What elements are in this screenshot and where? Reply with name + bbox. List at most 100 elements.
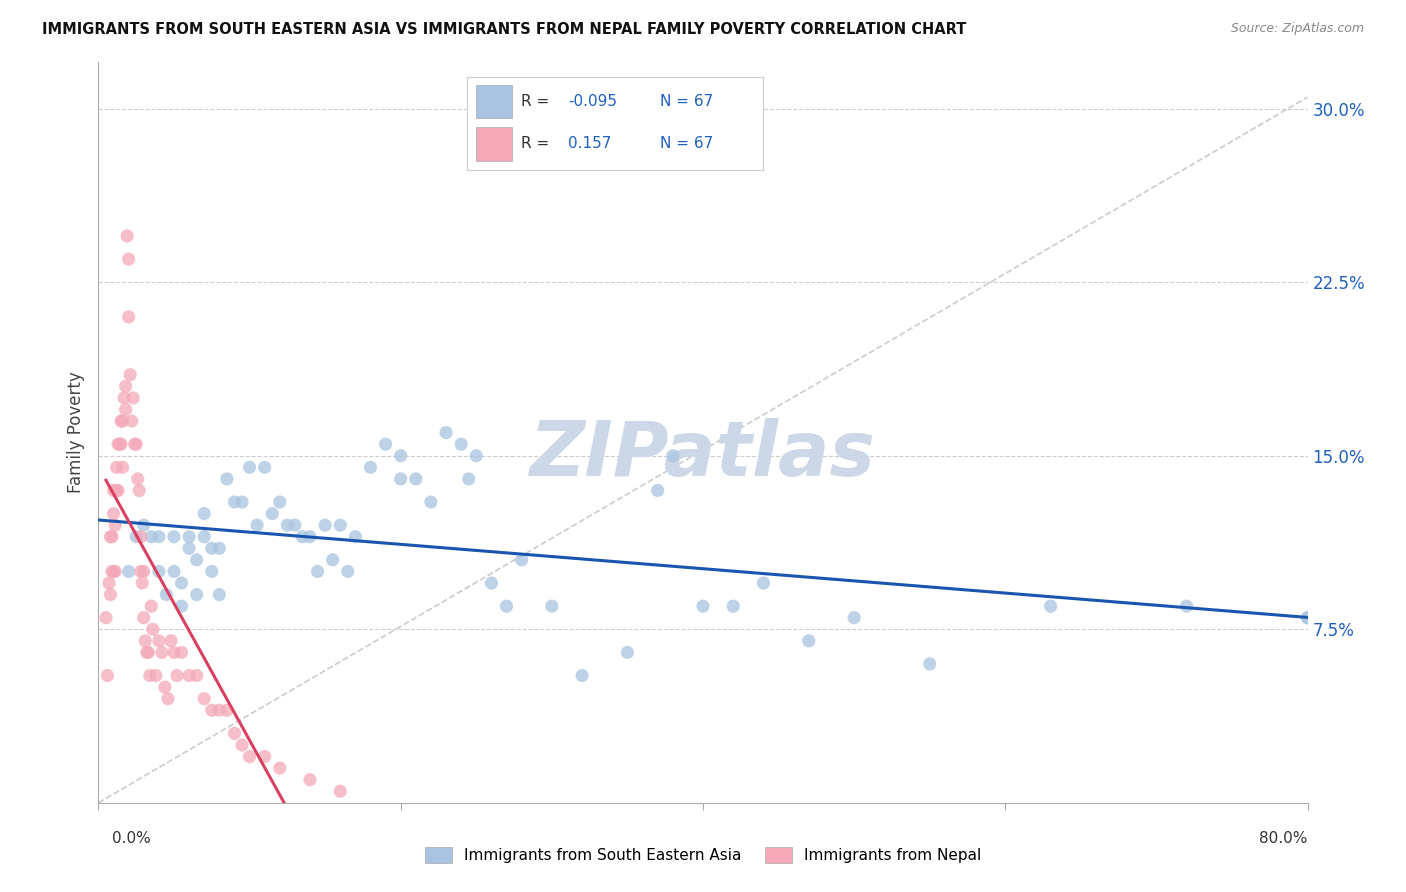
- Point: [170, 576, 193, 591]
- Point: [107, 483, 129, 498]
- Point: [186, 588, 208, 602]
- Point: [193, 507, 215, 521]
- Point: [148, 633, 170, 648]
- Point: [253, 460, 276, 475]
- Point: [344, 530, 367, 544]
- Point: [571, 668, 593, 682]
- Point: [115, 229, 138, 244]
- Point: [179, 530, 201, 544]
- Point: [231, 738, 253, 752]
- Point: [314, 518, 336, 533]
- Point: [112, 391, 135, 405]
- Point: [918, 657, 941, 671]
- Point: [420, 495, 443, 509]
- Point: [336, 565, 359, 579]
- Point: [131, 576, 153, 591]
- Point: [105, 483, 128, 498]
- Point: [100, 588, 122, 602]
- Point: [96, 668, 118, 682]
- Point: [291, 530, 314, 544]
- Point: [163, 530, 186, 544]
- Point: [193, 691, 215, 706]
- Text: Source: ZipAtlas.com: Source: ZipAtlas.com: [1230, 22, 1364, 36]
- Point: [127, 472, 149, 486]
- Point: [1175, 599, 1198, 614]
- Point: [405, 472, 427, 486]
- Point: [100, 530, 122, 544]
- Point: [322, 553, 344, 567]
- Point: [94, 610, 117, 624]
- Point: [118, 252, 141, 266]
- Point: [101, 565, 124, 579]
- Point: [104, 518, 127, 533]
- Point: [389, 449, 412, 463]
- Point: [128, 483, 150, 498]
- Point: [1296, 610, 1319, 624]
- Point: [166, 668, 188, 682]
- Point: [797, 633, 820, 648]
- Point: [374, 437, 396, 451]
- Point: [269, 495, 291, 509]
- Point: [231, 495, 253, 509]
- Point: [125, 437, 148, 451]
- Point: [118, 565, 141, 579]
- Legend: Immigrants from South Eastern Asia, Immigrants from Nepal: Immigrants from South Eastern Asia, Immi…: [419, 841, 987, 869]
- Point: [110, 414, 132, 428]
- Point: [692, 599, 714, 614]
- Point: [215, 472, 238, 486]
- Point: [110, 437, 132, 451]
- Point: [153, 680, 176, 694]
- Point: [616, 645, 638, 659]
- Text: 0.0%: 0.0%: [112, 831, 152, 846]
- Point: [465, 449, 488, 463]
- Point: [540, 599, 562, 614]
- Y-axis label: Family Poverty: Family Poverty: [66, 372, 84, 493]
- Point: [118, 310, 141, 324]
- Point: [450, 437, 472, 451]
- Point: [170, 599, 193, 614]
- Point: [111, 460, 134, 475]
- Point: [224, 726, 246, 740]
- Point: [208, 541, 231, 556]
- Point: [1296, 610, 1319, 624]
- Point: [163, 565, 186, 579]
- Point: [160, 633, 183, 648]
- Point: [224, 495, 246, 509]
- Point: [103, 565, 125, 579]
- Text: IMMIGRANTS FROM SOUTH EASTERN ASIA VS IMMIGRANTS FROM NEPAL FAMILY POVERTY CORRE: IMMIGRANTS FROM SOUTH EASTERN ASIA VS IM…: [42, 22, 966, 37]
- Point: [124, 437, 146, 451]
- Point: [114, 402, 136, 417]
- Point: [156, 691, 179, 706]
- Point: [103, 507, 125, 521]
- Point: [434, 425, 457, 440]
- Point: [246, 518, 269, 533]
- Point: [208, 588, 231, 602]
- Point: [141, 599, 163, 614]
- Point: [239, 460, 262, 475]
- Point: [329, 784, 352, 798]
- Point: [150, 645, 173, 659]
- Point: [253, 749, 276, 764]
- Point: [208, 703, 231, 717]
- Point: [107, 437, 129, 451]
- Point: [193, 530, 215, 544]
- Point: [125, 530, 148, 544]
- Point: [134, 633, 156, 648]
- Point: [135, 645, 157, 659]
- Point: [132, 565, 155, 579]
- Point: [186, 553, 208, 567]
- Point: [136, 645, 159, 659]
- Point: [307, 565, 329, 579]
- Point: [299, 772, 322, 787]
- Point: [139, 668, 162, 682]
- Point: [98, 576, 121, 591]
- Point: [121, 414, 143, 428]
- Point: [103, 483, 125, 498]
- Point: [329, 518, 352, 533]
- Point: [163, 645, 186, 659]
- Point: [752, 576, 775, 591]
- Point: [284, 518, 307, 533]
- Point: [215, 703, 238, 717]
- Point: [170, 645, 193, 659]
- Point: [111, 414, 134, 428]
